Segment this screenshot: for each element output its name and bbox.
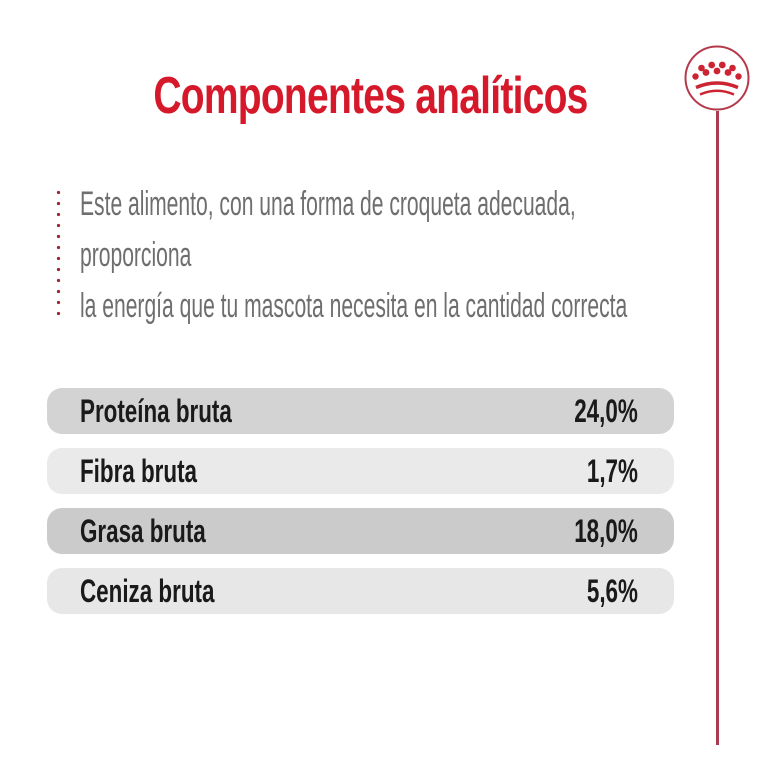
- table-row: Ceniza bruta 5,6%: [47, 568, 674, 614]
- intro-line-3: la energía que tu mascota necesita en la…: [80, 281, 780, 332]
- page-title-wrap: Componentes analíticos: [0, 70, 740, 135]
- row-value: 24,0%: [574, 392, 638, 429]
- crown-arcs: [695, 81, 739, 96]
- intro-line-2: proporciona: [80, 230, 780, 281]
- accent-dotted-line: [56, 190, 61, 320]
- analytical-components-table: Proteína bruta 24,0% Fibra bruta 1,7% Gr…: [47, 388, 674, 628]
- row-value: 18,0%: [574, 512, 638, 549]
- row-label: Proteína bruta: [80, 392, 232, 429]
- row-label: Grasa bruta: [80, 512, 206, 549]
- table-row: Fibra bruta 1,7%: [47, 448, 674, 494]
- royal-canin-crown-icon: [684, 45, 750, 111]
- crown-dots: [692, 61, 742, 80]
- row-label: Ceniza bruta: [80, 572, 215, 609]
- intro-line-1-text: Este alimento, con una forma de croqueta…: [80, 185, 576, 223]
- intro-paragraph: Este alimento, con una forma de croqueta…: [80, 179, 780, 332]
- table-row: Grasa bruta 18,0%: [47, 508, 674, 554]
- intro-line-2-text: proporciona: [80, 236, 192, 274]
- row-label: Fibra bruta: [80, 452, 197, 489]
- table-row: Proteína bruta 24,0%: [47, 388, 674, 434]
- page-title: Componentes analíticos: [152, 67, 588, 125]
- intro-line-1: Este alimento, con una forma de croqueta…: [80, 179, 780, 230]
- logo-circle: [684, 45, 750, 111]
- row-value: 1,7%: [586, 452, 638, 489]
- intro-line-3-text: la energía que tu mascota necesita en la…: [80, 287, 628, 325]
- accent-vertical-line: [716, 111, 719, 745]
- row-value: 5,6%: [586, 572, 638, 609]
